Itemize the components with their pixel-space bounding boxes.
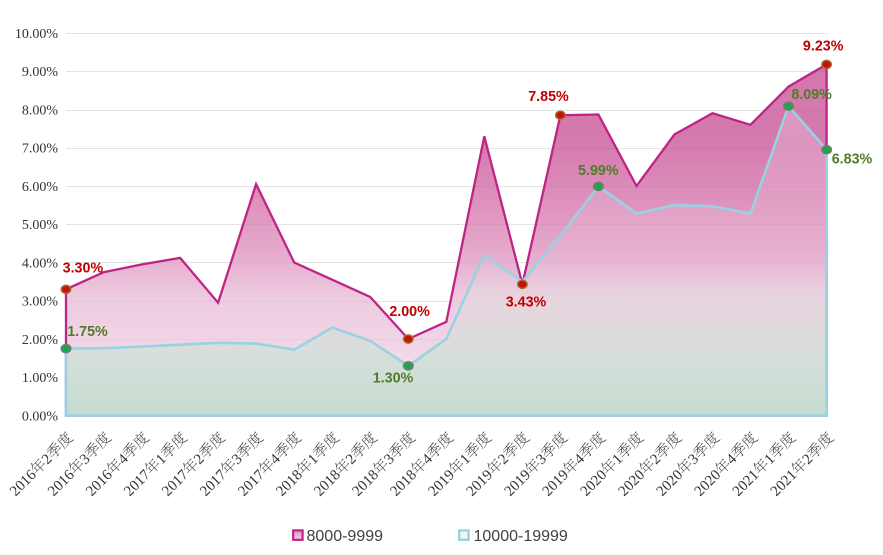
svg-text:2018: 2018	[311, 467, 344, 500]
svg-text:2018: 2018	[273, 467, 306, 500]
svg-text:3.30%: 3.30%	[63, 260, 104, 276]
svg-text:2020: 2020	[654, 467, 687, 500]
svg-text:2020: 2020	[616, 467, 649, 500]
svg-text:2: 2	[495, 451, 512, 468]
svg-text:1.75%: 1.75%	[67, 324, 108, 340]
svg-text:1: 1	[153, 451, 170, 468]
svg-text:2: 2	[647, 451, 664, 468]
svg-text:1: 1	[762, 451, 779, 468]
svg-text:1: 1	[609, 451, 626, 468]
svg-text:3: 3	[685, 451, 702, 468]
svg-text:2017: 2017	[159, 467, 192, 500]
svg-text:3: 3	[381, 451, 398, 468]
svg-text:4: 4	[115, 451, 132, 468]
svg-text:1.00%: 1.00%	[22, 371, 59, 386]
svg-text:8.00%: 8.00%	[22, 103, 59, 118]
svg-text:4.00%: 4.00%	[22, 256, 59, 271]
svg-text:2019: 2019	[502, 467, 535, 500]
svg-text:2017: 2017	[235, 467, 268, 500]
svg-text:0.00%: 0.00%	[22, 409, 59, 424]
svg-text:4: 4	[723, 451, 740, 468]
svg-text:4: 4	[419, 451, 436, 468]
svg-text:3.00%: 3.00%	[22, 295, 59, 310]
svg-text:3: 3	[533, 451, 550, 468]
svg-text:2018: 2018	[349, 467, 382, 500]
svg-text:2016: 2016	[83, 467, 116, 500]
svg-text:2016: 2016	[45, 467, 78, 500]
svg-text:4: 4	[267, 451, 284, 468]
svg-text:8.09%: 8.09%	[791, 87, 832, 103]
svg-text:2: 2	[191, 451, 208, 468]
svg-text:2016: 2016	[7, 467, 40, 500]
svg-text:7.00%: 7.00%	[22, 142, 59, 157]
svg-text:2019: 2019	[425, 467, 458, 500]
svg-text:2021: 2021	[768, 467, 801, 500]
svg-text:2019: 2019	[540, 467, 573, 500]
svg-text:2017: 2017	[121, 467, 154, 500]
svg-text:2: 2	[39, 451, 56, 468]
svg-text:1: 1	[305, 451, 322, 468]
svg-text:9.23%: 9.23%	[803, 38, 844, 54]
svg-text:1.30%: 1.30%	[373, 371, 414, 387]
svg-text:2017: 2017	[197, 467, 230, 500]
svg-text:6.00%: 6.00%	[22, 180, 59, 195]
svg-text:3: 3	[229, 451, 246, 468]
svg-text:1: 1	[457, 451, 474, 468]
svg-text:10.00%: 10.00%	[15, 27, 59, 42]
svg-text:2: 2	[343, 451, 360, 468]
svg-text:8000-9999: 8000-9999	[307, 528, 384, 545]
svg-text:2: 2	[800, 451, 817, 468]
svg-text:2019: 2019	[464, 467, 497, 500]
svg-text:2.00%: 2.00%	[22, 333, 59, 348]
svg-text:2021: 2021	[730, 467, 763, 500]
svg-text:5.99%: 5.99%	[578, 163, 619, 179]
svg-text:7.85%: 7.85%	[528, 89, 569, 105]
svg-text:3: 3	[77, 451, 94, 468]
svg-text:9.00%: 9.00%	[22, 65, 59, 80]
svg-text:4: 4	[571, 451, 588, 468]
svg-text:2018: 2018	[387, 467, 420, 500]
svg-text:5.00%: 5.00%	[22, 218, 59, 233]
svg-text:2020: 2020	[692, 467, 725, 500]
svg-text:2020: 2020	[578, 467, 611, 500]
svg-text:2.00%: 2.00%	[389, 304, 430, 320]
svg-text:10000-19999: 10000-19999	[474, 528, 568, 545]
svg-text:3.43%: 3.43%	[506, 294, 547, 310]
svg-text:6.83%: 6.83%	[832, 152, 873, 168]
